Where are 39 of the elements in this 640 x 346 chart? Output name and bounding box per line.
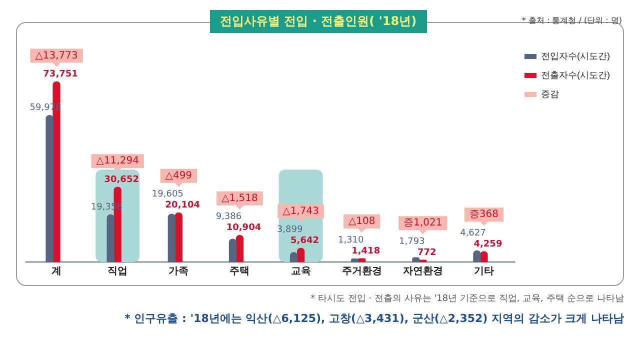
data-label: 73,751 (43, 70, 78, 80)
x-tick-label: 가족 (168, 266, 189, 277)
data-label: 1,418 (352, 246, 380, 256)
text: 증1,021 (404, 218, 442, 229)
bar (296, 248, 305, 262)
text: * 출처 : 통계청 / (단위 : 명) (522, 15, 622, 26)
data-label: 20,104 (165, 200, 200, 211)
data-label: 5,642 (290, 236, 320, 246)
x-tick-label: 계 (52, 266, 62, 277)
x-tick-label: 기타 (474, 266, 494, 277)
data-label: 1,793 (399, 236, 425, 247)
legend-label: 전입자수(시도간) (541, 50, 610, 61)
x-tick-label: 직업 (108, 266, 128, 277)
text: △11,294 (96, 156, 139, 167)
data-label: 4,627 (460, 228, 486, 238)
chart-title: 전입사유별 전입 · 전출인원( '18년) (210, 10, 427, 33)
x-tick-label: 주택 (230, 266, 250, 277)
legend-label: 증감 (541, 88, 560, 99)
text: △108 (348, 216, 376, 228)
x-tick-label: 자연환경 (402, 266, 443, 277)
text: * 인구유출 : '18년에는 익산(△6,125), 고창(△3,431), 군산(△2,352) 지역의 감소가 크게 나타남 (124, 311, 624, 326)
text: △499 (165, 170, 192, 182)
text: △13,773 (35, 50, 78, 62)
data-label: 4,259 (474, 239, 502, 250)
data-label: 19,605 (152, 190, 184, 200)
text: 증368 (469, 209, 499, 220)
bar (174, 212, 182, 262)
legend-label: 전출자수(시도간) (541, 70, 610, 80)
text: △1,743 (282, 206, 319, 217)
bar (236, 235, 244, 262)
x-tick-label: 교육 (290, 266, 311, 277)
data-label: 1,310 (338, 235, 364, 246)
data-label: 772 (418, 248, 436, 258)
x-tick-label: 주거환경 (342, 266, 382, 277)
data-label: 10,904 (226, 223, 262, 234)
data-label: 30,652 (104, 174, 139, 185)
text: * 타시도 전입 · 전출의 사유는 '18년 기준으로 직업, 교육, 주택 순으로 나타남 (310, 293, 624, 305)
text: △1,518 (222, 192, 258, 204)
data-label: 9,386 (216, 212, 242, 222)
